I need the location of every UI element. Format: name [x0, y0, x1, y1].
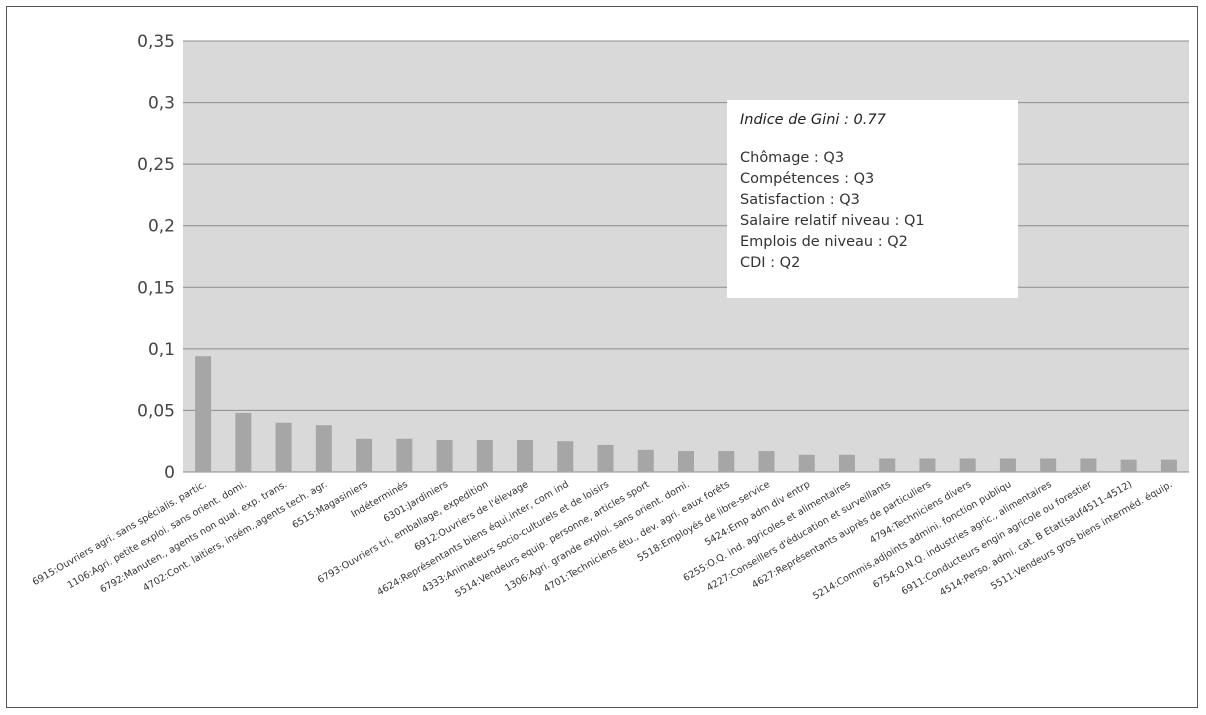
y-tick-label: 0,05: [137, 401, 175, 421]
bar: [1080, 458, 1097, 472]
bar: [1120, 459, 1137, 472]
bar: [597, 444, 614, 472]
bar: [718, 451, 735, 472]
plot-area: [183, 41, 1189, 472]
y-tick-label: 0,3: [148, 94, 175, 114]
y-tick-label: 0,1: [148, 340, 175, 360]
y-tick-label: 0,25: [137, 155, 175, 175]
bar: [838, 454, 855, 472]
bar: [476, 439, 493, 472]
chart-frame: 0 0,05 0,1 0,15 0,2 0,25 0,3 0,35 6915:Ouvriers…: [6, 6, 1198, 708]
bar: [637, 449, 654, 472]
y-axis: 0 0,05 0,1 0,15 0,2 0,25 0,3 0,35: [137, 32, 175, 483]
annotation-line: Compétences : Q3: [740, 171, 874, 187]
bar: [396, 438, 413, 472]
bar-chart: 0 0,05 0,1 0,15 0,2 0,25 0,3 0,35 6915:Ouvriers…: [30, 32, 1189, 602]
bar: [195, 356, 212, 472]
bar: [275, 422, 292, 472]
bar: [919, 458, 936, 472]
bar: [1160, 459, 1177, 472]
annotation-title: Indice de Gini : 0.77: [740, 112, 887, 128]
bar: [517, 439, 534, 472]
annotation-line: CDI : Q2: [740, 255, 800, 271]
bar: [758, 451, 775, 472]
bar: [798, 454, 815, 472]
bar: [678, 451, 694, 472]
bar: [436, 439, 453, 472]
bar: [879, 458, 896, 472]
gini-annotation: Indice de Gini : 0.77 Chômage : Q3 Compét…: [727, 100, 1018, 298]
bar: [1040, 458, 1057, 472]
annotation-line: Satisfaction : Q3: [740, 192, 860, 208]
annotation-line: Chômage : Q3: [740, 150, 844, 166]
gridlines: [183, 40, 1189, 473]
bar: [999, 458, 1016, 472]
annotation-line: Salaire relatif niveau : Q1: [740, 213, 925, 229]
bar: [557, 441, 574, 472]
bar: [959, 458, 976, 472]
y-tick-label: 0,15: [137, 278, 175, 298]
x-axis: 6915:Ouvriers agri. sans spécialis. part…: [30, 478, 1174, 602]
y-tick-label: 0: [164, 463, 175, 483]
bar: [235, 412, 252, 472]
y-tick-label: 0,35: [137, 32, 175, 52]
bar: [356, 438, 373, 472]
annotation-box: [727, 100, 1018, 298]
bars: [195, 356, 1177, 472]
y-tick-label: 0,2: [148, 217, 175, 237]
bar: [315, 425, 332, 472]
annotation-line: Emplois de niveau : Q2: [740, 234, 908, 250]
